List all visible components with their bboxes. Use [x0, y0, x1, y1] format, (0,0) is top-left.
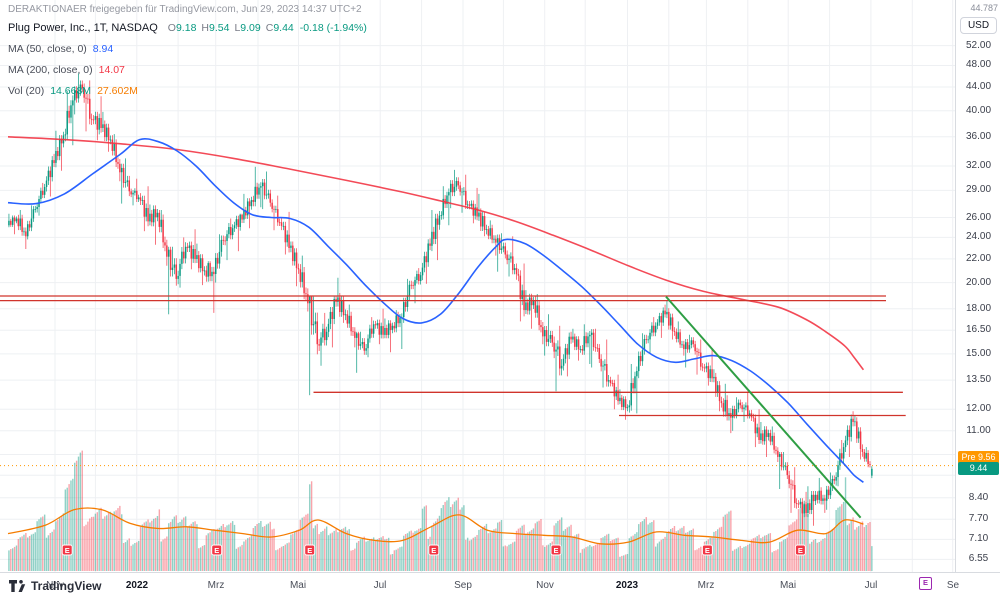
time-axis-label: Mai	[289, 580, 307, 591]
svg-text:E: E	[431, 546, 436, 555]
tradingview-logo-icon	[9, 579, 26, 592]
time-axis-label: Jul	[864, 580, 878, 591]
earnings-marker[interactable]: E	[550, 544, 562, 556]
price-axis-label: 32.00	[965, 160, 992, 171]
svg-text:E: E	[307, 546, 312, 555]
earnings-marker[interactable]: E	[211, 544, 223, 556]
premarket-badge-value: 9.56	[978, 452, 996, 462]
earnings-marker[interactable]: E	[428, 544, 440, 556]
price-axis-label: 29.00	[965, 184, 992, 195]
price-axis-label: 20.00	[965, 277, 992, 288]
time-axis-label: Mrz	[697, 580, 715, 591]
grid-layer	[0, 0, 955, 572]
svg-text:E: E	[705, 546, 710, 555]
time-axis-label: Sep	[454, 580, 472, 591]
currency-usd-button[interactable]: USD	[960, 17, 997, 34]
price-axis-label: 36.00	[965, 131, 992, 142]
future-earnings-marker[interactable]: E	[919, 577, 932, 590]
price-axis-label: 40.00	[965, 105, 992, 116]
svg-text:E: E	[65, 546, 70, 555]
time-axis-label: Mai	[779, 580, 797, 591]
price-axis-label: 44.00	[965, 81, 992, 92]
time-axis-label: 2023	[615, 580, 639, 591]
trendline	[665, 295, 862, 519]
time-axis-label: Mrz	[207, 580, 225, 591]
last-price-badge: 9.44	[958, 462, 999, 475]
time-axis-label: Se	[946, 580, 960, 591]
time-axis-label: Jul	[373, 580, 387, 591]
price-axis-label: 13.50	[965, 374, 992, 385]
volume-ma-line	[7, 507, 864, 545]
ma50-line	[7, 137, 864, 483]
tradingview-logo-text: TradingView	[31, 579, 102, 593]
tradingview-logo[interactable]: TradingView	[9, 579, 101, 593]
price-axis-label: 18.00	[965, 303, 992, 314]
volume-bars-layer	[8, 450, 873, 571]
axis-top-value: 44.787	[970, 3, 998, 13]
price-axis-label: 12.00	[965, 403, 992, 414]
svg-text:E: E	[214, 546, 219, 555]
earnings-marker[interactable]: E	[794, 544, 806, 556]
svg-text:E: E	[553, 546, 558, 555]
price-axis-label: 24.00	[965, 231, 992, 242]
time-axis[interactable]: E Nov 2022 Mrz Mai Jul Sep Nov 2023 Mrz Mai Jul Se	[0, 572, 1000, 601]
price-axis-label: 11.00	[966, 425, 991, 436]
price-axis-label: 7.10	[968, 533, 989, 544]
levels-layer	[0, 295, 906, 417]
ma200-line	[7, 136, 865, 371]
price-axis-label: 15.00	[965, 348, 992, 359]
premarket-badge-label: Pre	[961, 452, 976, 462]
price-axis-label: 26.00	[965, 212, 992, 223]
svg-text:E: E	[798, 546, 803, 555]
price-axis-label: 6.55	[968, 553, 989, 564]
price-axis-label: 16.50	[965, 324, 992, 335]
earnings-marker[interactable]: E	[61, 544, 73, 556]
price-axis-label: 52.00	[965, 40, 992, 51]
price-axis-label: 7.70	[968, 513, 989, 524]
candles-layer	[8, 73, 873, 530]
earnings-marker[interactable]: E	[701, 544, 713, 556]
time-axis-label: Nov	[46, 580, 64, 591]
time-axis-label: 2022	[125, 580, 149, 591]
price-axis-label: 22.00	[965, 253, 992, 264]
price-axis-label: 8.40	[968, 492, 989, 503]
price-axis-label: 48.00	[965, 59, 992, 70]
premarket-price-badge: Pre 9.56	[958, 451, 999, 464]
price-axis[interactable]: 44.787 USD Pre 9.56 9.44 52.00 48.00 44.00…	[955, 0, 1000, 572]
earnings-marker[interactable]: E	[304, 544, 316, 556]
time-axis-label: Nov	[536, 580, 554, 591]
